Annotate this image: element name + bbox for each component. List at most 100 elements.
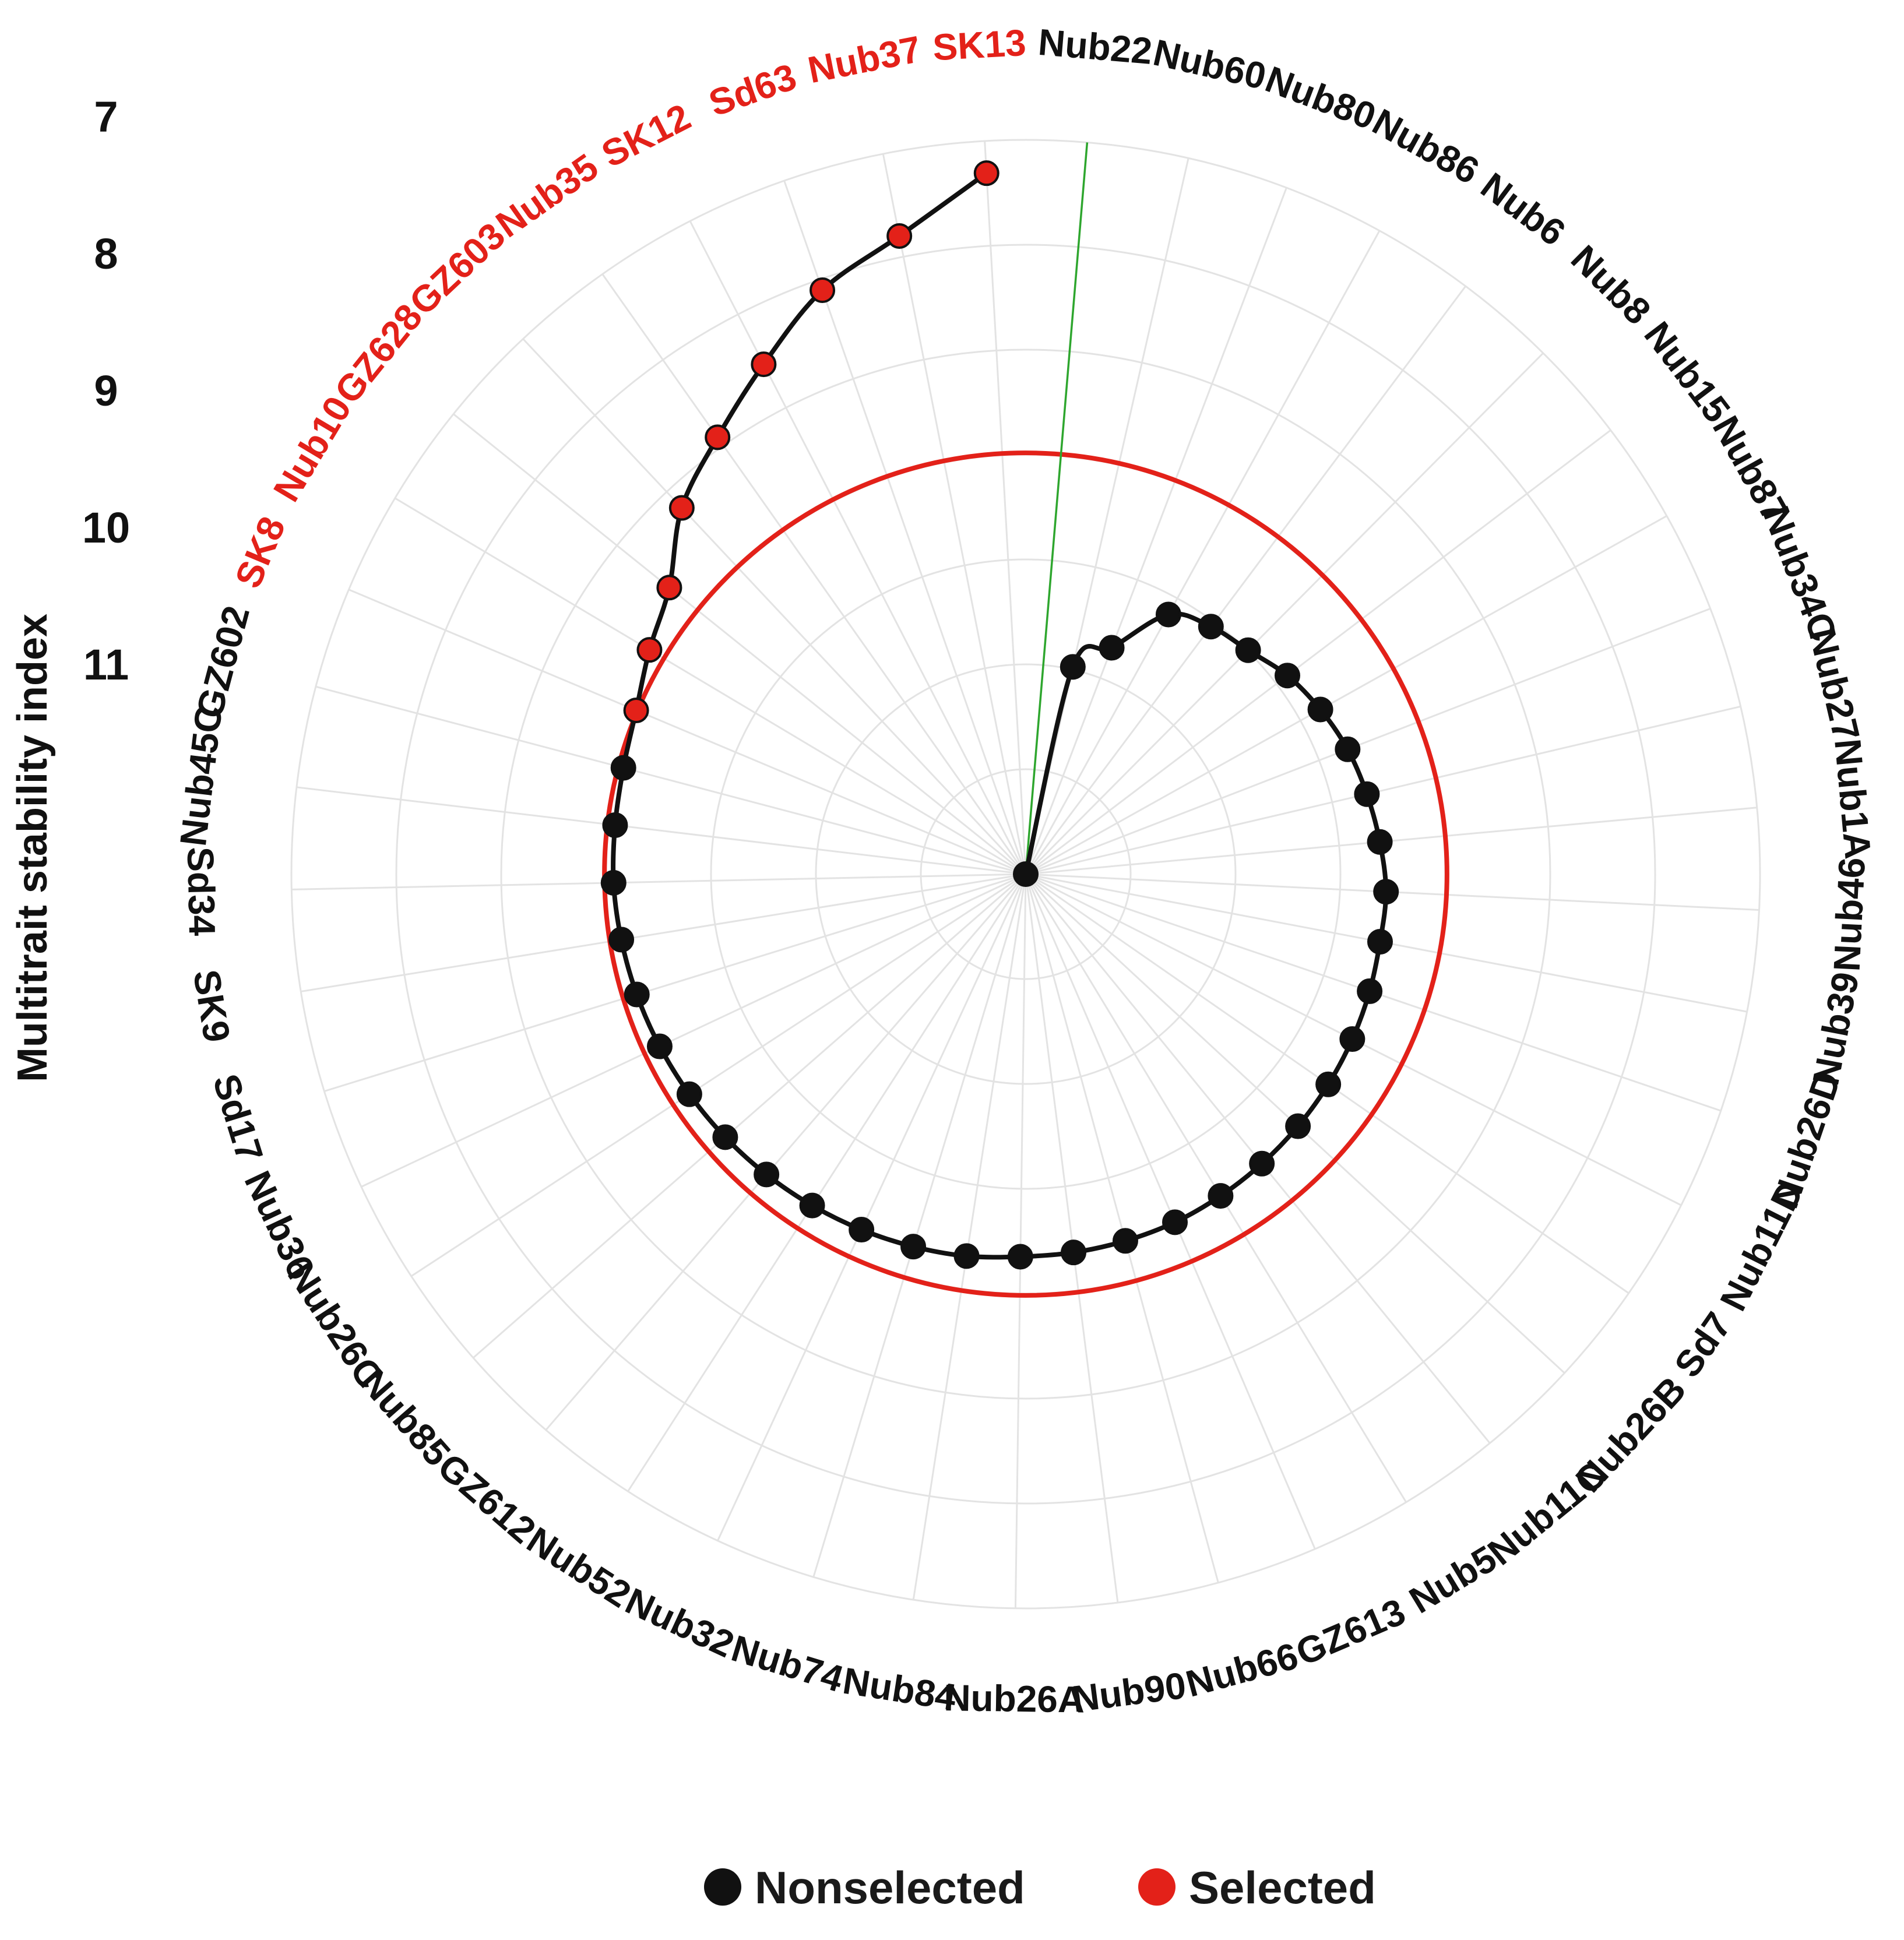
label-nub5: Nub5: [1402, 1537, 1504, 1621]
label-gz613: GZ613: [1290, 1590, 1411, 1674]
label-gz602: GZ602: [188, 601, 258, 723]
point-gz628: [656, 575, 682, 601]
label-nub6: Nub6: [1473, 164, 1573, 253]
point-nub5: [1208, 1183, 1234, 1209]
point-nub87: [1307, 696, 1333, 723]
point-gz612: [754, 1161, 780, 1188]
grid-spoke: [601, 273, 1027, 875]
grid-spoke: [689, 220, 1027, 875]
point-sd17: [624, 981, 650, 1008]
point-nub74: [900, 1234, 927, 1260]
label-nub27: Nub27: [1801, 624, 1868, 745]
point-sd34: [600, 869, 627, 896]
label-nub8: Nub8: [1563, 237, 1659, 333]
ideotype-reference: [1025, 142, 1089, 875]
label-nub86: Nub86: [1366, 100, 1486, 192]
grid-spoke: [361, 873, 1026, 1188]
axis-tick-8: 8: [94, 230, 118, 278]
label-nub22: Nub22: [1037, 21, 1154, 72]
point-nub46: [1373, 879, 1399, 905]
grid-spoke: [323, 873, 1026, 1093]
grid-spoke: [984, 140, 1027, 875]
label-nub10: Nub10: [265, 389, 360, 509]
point-nub26a: [1007, 1244, 1033, 1270]
legend-label-nonselected: Nonselected: [755, 1862, 1025, 1913]
label-nub11d: Nub11D: [1712, 1174, 1812, 1317]
point-sd63: [810, 277, 836, 303]
point-sk8: [623, 698, 649, 724]
point-nub66: [1112, 1228, 1138, 1254]
label-nub80: Nub80: [1260, 58, 1381, 138]
grid-spoke: [453, 413, 1026, 875]
point-nub36: [646, 1033, 673, 1059]
point-nub84: [953, 1243, 980, 1269]
label-sd17: Sd17: [205, 1069, 271, 1167]
point-sk13: [973, 160, 999, 186]
point-nub60: [1060, 654, 1086, 680]
grid-circle: [710, 558, 1342, 1190]
grid-spoke: [717, 874, 1027, 1541]
label-nub36: Nub36: [236, 1165, 322, 1286]
point-sd7: [1315, 1071, 1342, 1097]
grid-spoke: [1025, 230, 1381, 875]
label-nub11c: Nub11C: [1480, 1453, 1614, 1573]
grid-spoke: [1025, 429, 1611, 875]
label-sk13: SK13: [931, 22, 1027, 69]
series-path-group: [611, 171, 1389, 1260]
grid-spoke: [1025, 874, 1219, 1583]
label-nub26a: Nub26A: [944, 1677, 1085, 1720]
label-gz628: GZ628: [326, 296, 431, 411]
point-nub8: [1235, 637, 1261, 663]
point-nub6: [1198, 614, 1224, 640]
grid-spoke: [1025, 187, 1287, 875]
label-nub46: Nub46: [1825, 857, 1873, 973]
point-nub1a: [1367, 829, 1393, 855]
grid-spoke: [394, 497, 1026, 875]
point-nub85: [712, 1124, 738, 1150]
point-nub39: [1367, 928, 1393, 955]
legend-marker-nonselected: [704, 1868, 741, 1906]
grid-spoke: [1025, 515, 1667, 875]
label-nub1a: Nub1A: [1826, 737, 1879, 861]
point-nub32: [849, 1217, 875, 1243]
point-nub15: [1274, 663, 1300, 689]
grid-spoke: [296, 786, 1026, 875]
point-gz603: [668, 495, 695, 521]
label-nub66: Nub66: [1181, 1635, 1303, 1705]
y-axis-label: Multitrait stability index: [9, 614, 56, 1082]
label-nub34c: Nub34C: [1755, 501, 1845, 647]
label-sd7: Sd7: [1666, 1305, 1740, 1385]
label-nub90: Nub90: [1070, 1664, 1188, 1720]
grid-spoke: [1025, 286, 1466, 875]
axis-tick-7: 7: [94, 93, 118, 141]
legend-label-selected: Selected: [1189, 1862, 1376, 1913]
point-nub11d: [1339, 1026, 1365, 1052]
grid-spoke: [882, 153, 1027, 875]
point-nub26d: [1357, 978, 1383, 1004]
label-nub35: Nub35: [488, 146, 606, 246]
grid-spoke: [1025, 352, 1544, 875]
legend-item-nonselected: Nonselected: [704, 1862, 1025, 1913]
point-nub26b: [1285, 1113, 1311, 1139]
ideotype-line: [1025, 142, 1089, 875]
point-nub22: [1013, 861, 1039, 887]
label-nub45c: Nub45C: [172, 703, 230, 848]
legend-marker-selected: [1138, 1868, 1176, 1906]
grid-spoke: [1025, 705, 1741, 875]
point-gz602: [610, 755, 636, 781]
grid-spoke: [1025, 874, 1119, 1603]
grid-circle: [920, 768, 1132, 980]
grid-circle: [395, 244, 1656, 1505]
label-sd63: Sd63: [703, 55, 801, 124]
grid-spoke: [812, 874, 1027, 1578]
label-gz612: GZ612: [430, 1445, 544, 1551]
point-nub27: [1354, 781, 1380, 807]
grid-spoke: [291, 873, 1026, 890]
grid-circle: [500, 348, 1551, 1400]
grid-spoke: [912, 874, 1027, 1600]
point-nub10: [636, 637, 663, 663]
point-nub80: [1099, 635, 1125, 661]
series-points: [600, 160, 1399, 1270]
